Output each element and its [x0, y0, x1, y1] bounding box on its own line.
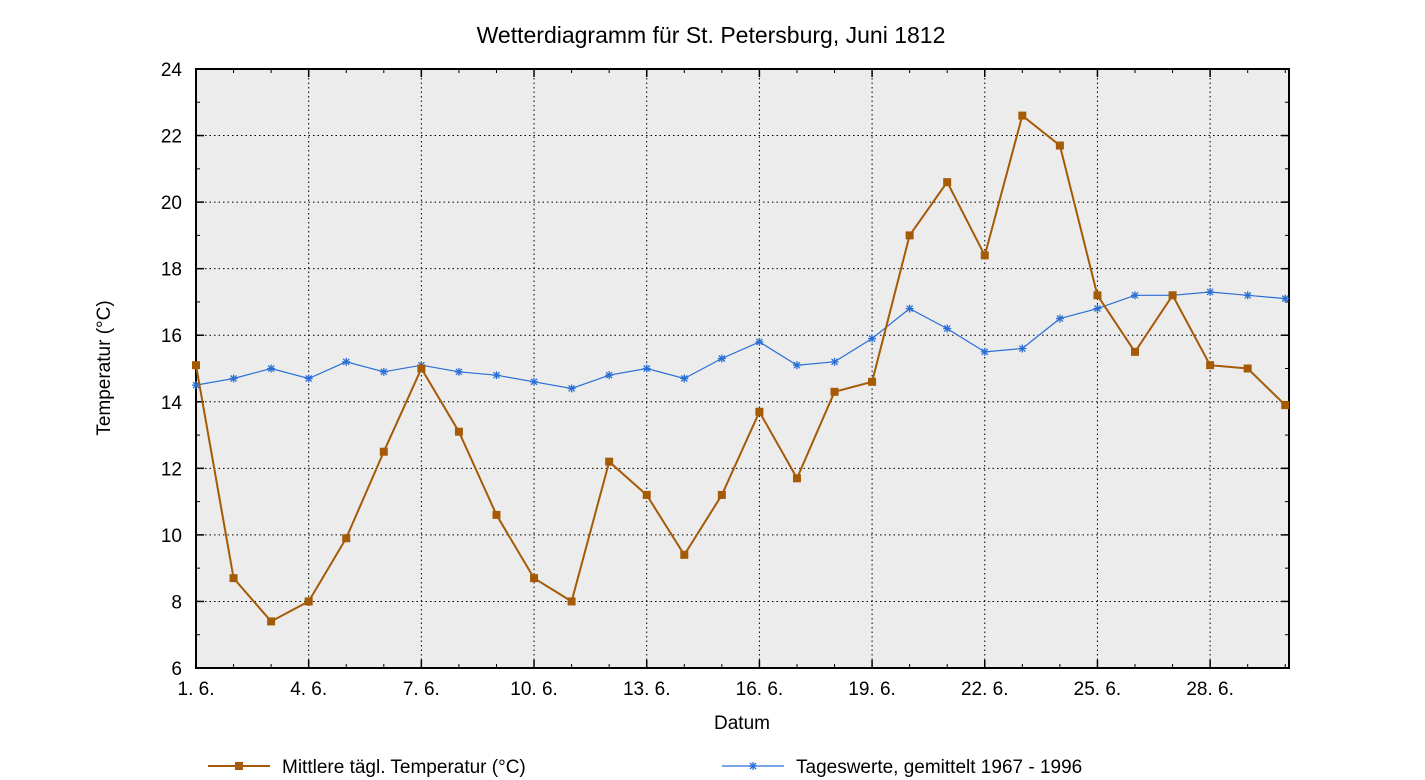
data-point: [1018, 344, 1027, 353]
y-tick-label: 6: [171, 659, 182, 680]
data-point: [267, 617, 276, 626]
data-point: [342, 534, 351, 543]
data-point: [1093, 291, 1102, 300]
x-tick-label: 25. 6.: [1074, 679, 1122, 700]
plot-background: [196, 69, 1289, 668]
data-point: [1018, 111, 1027, 120]
y-tick-label: 20: [161, 193, 182, 214]
data-point: [642, 490, 651, 499]
series-layer: [192, 111, 1290, 626]
data-point: [830, 357, 839, 366]
data-point: [830, 387, 839, 396]
legend-marker: [749, 762, 757, 770]
data-point: [1168, 291, 1177, 300]
x-tick-label: 28. 6.: [1186, 679, 1234, 700]
data-point: [642, 364, 651, 373]
x-axis-label: Datum: [714, 713, 770, 734]
x-tick-label: 13. 6.: [623, 679, 671, 700]
data-point: [717, 490, 726, 499]
data-point: [454, 427, 463, 436]
data-point: [1206, 287, 1215, 296]
data-point: [1055, 141, 1064, 150]
series-1: [192, 111, 1290, 626]
data-point: [229, 374, 238, 383]
data-point: [379, 447, 388, 456]
legend-item: Mittlere tägl. Temperatur (°C): [208, 757, 526, 778]
x-tick-label: 16. 6.: [736, 679, 784, 700]
series-line: [195, 113, 1286, 623]
y-tick-label: 18: [161, 260, 182, 281]
grid-lines: [196, 69, 1289, 668]
y-tick-label: 14: [161, 393, 183, 414]
data-point: [868, 377, 877, 386]
data-point: [680, 550, 689, 559]
data-point: [980, 251, 989, 260]
data-point: [379, 367, 388, 376]
data-point: [304, 597, 313, 606]
data-point: [792, 361, 801, 370]
y-tick-labels: 6 8 10 12 14 16 18 20 22 24: [161, 60, 183, 680]
data-point: [980, 347, 989, 356]
data-point: [192, 361, 200, 370]
data-point: [304, 374, 313, 383]
x-tick-label: 22. 6.: [961, 679, 1009, 700]
legend-item: Tageswerte, gemittelt 1967 - 1996: [722, 757, 1082, 778]
y-tick-label: 12: [161, 459, 182, 480]
data-point: [1131, 347, 1140, 356]
data-point: [868, 334, 877, 343]
legend-label: Tageswerte, gemittelt 1967 - 1996: [796, 757, 1082, 778]
data-point: [1243, 291, 1252, 300]
data-point: [755, 337, 764, 346]
data-point: [1131, 291, 1140, 300]
data-point: [905, 231, 914, 240]
legend-label: Mittlere tägl. Temperatur (°C): [282, 757, 526, 778]
y-tick-label: 24: [161, 60, 183, 81]
data-point: [680, 374, 689, 383]
data-point: [792, 474, 801, 483]
y-axis-label: Temperatur (°C): [94, 300, 115, 435]
data-point: [567, 384, 576, 393]
data-point: [755, 407, 764, 416]
x-tick-label: 7. 6.: [403, 679, 440, 700]
x-tick-label: 19. 6.: [848, 679, 896, 700]
data-point: [1206, 361, 1215, 370]
chart-title: Wetterdiagramm für St. Petersburg, Juni …: [477, 22, 946, 48]
data-point: [943, 324, 952, 333]
x-tick-labels: 1. 6. 4. 6. 7. 6. 10. 6. 13. 6. 16. 6. 19. 6. 2…: [178, 679, 1234, 700]
data-point: [342, 357, 351, 366]
data-point: [492, 371, 501, 380]
data-point: [605, 457, 614, 466]
data-point: [1281, 294, 1290, 303]
x-tick-label: 10. 6.: [510, 679, 558, 700]
y-tick-label: 22: [161, 127, 182, 148]
data-point: [1055, 314, 1064, 323]
data-point: [229, 574, 238, 583]
x-tick-label: 4. 6.: [290, 679, 327, 700]
data-point: [943, 178, 952, 187]
data-point: [1281, 401, 1290, 410]
data-point: [1093, 304, 1102, 313]
legend-marker: [235, 762, 243, 770]
data-point: [530, 377, 539, 386]
data-point: [905, 304, 914, 313]
x-tick-label: 1. 6.: [178, 679, 215, 700]
data-point: [605, 371, 614, 380]
data-point: [454, 367, 463, 376]
data-point: [417, 364, 426, 373]
data-point: [567, 597, 576, 606]
y-tick-label: 10: [161, 526, 182, 547]
y-tick-label: 8: [171, 592, 182, 613]
data-point: [492, 510, 501, 519]
data-point: [1243, 364, 1252, 373]
y-tick-label: 16: [161, 326, 182, 347]
data-point: [530, 574, 539, 583]
data-point: [717, 354, 726, 363]
data-point: [267, 364, 276, 373]
legend: Mittlere tägl. Temperatur (°C) Tageswerte…: [208, 757, 1082, 778]
